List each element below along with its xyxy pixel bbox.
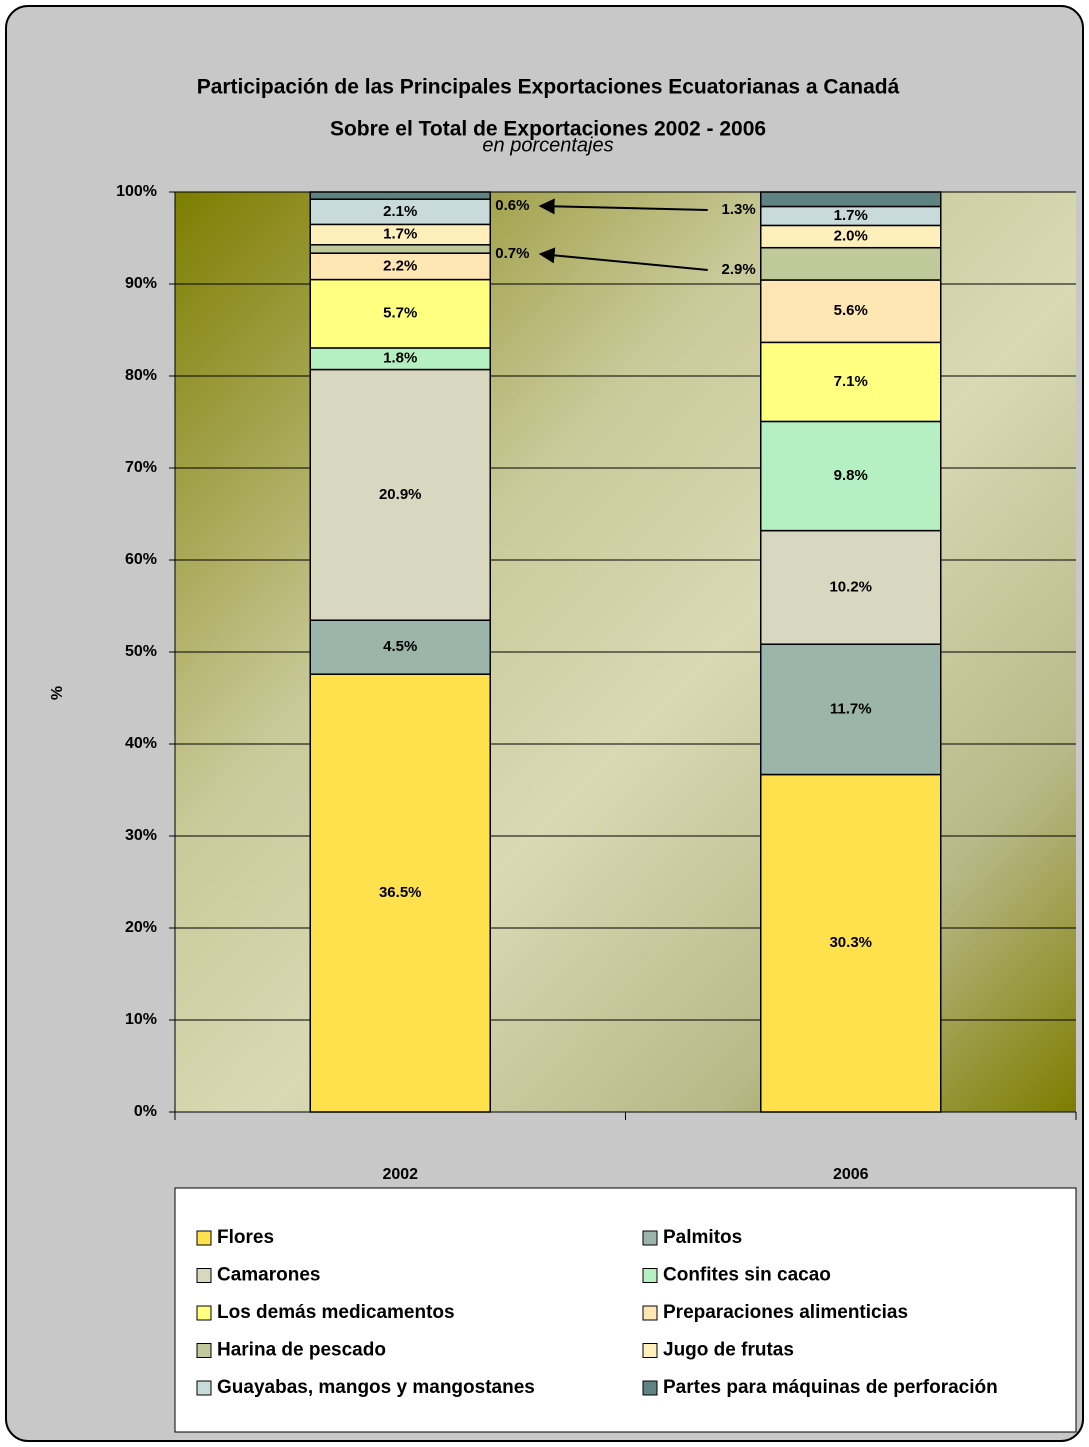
legend-swatch	[642, 1230, 658, 1246]
bar-segment	[760, 643, 942, 776]
data-label: 2.1%	[383, 203, 417, 220]
legend-swatch	[642, 1305, 658, 1321]
y-tick-label: 50%	[125, 643, 157, 660]
data-label: 20.9%	[379, 486, 422, 503]
data-label: 0.6%	[495, 197, 529, 214]
data-label: 7.1%	[834, 373, 868, 390]
data-label: 1.7%	[383, 226, 417, 243]
y-tick-label: 100%	[116, 183, 157, 200]
callout-arrow	[538, 247, 708, 271]
y-tick-label: 40%	[125, 735, 157, 752]
y-tick-label: 30%	[125, 827, 157, 844]
legend-label: Jugo de frutas	[663, 1340, 794, 1361]
data-label: 1.3%	[722, 201, 756, 218]
bar-segment	[309, 673, 491, 1113]
bar-segment	[309, 244, 491, 254]
legend-label: Guayabas, mangos y mangostanes	[217, 1377, 535, 1398]
legend-label: Los demás medicamentos	[217, 1302, 455, 1323]
legend-label: Palmitos	[663, 1227, 742, 1248]
legend-swatch	[196, 1380, 212, 1396]
data-label: 30.3%	[829, 934, 872, 951]
legend-label: Partes para máquinas de perforación	[663, 1377, 998, 1398]
data-label: 5.6%	[834, 302, 868, 319]
y-tick-label: 20%	[125, 919, 157, 936]
data-label: 9.8%	[834, 467, 868, 484]
y-tick-label: 80%	[125, 367, 157, 384]
data-label: 5.7%	[383, 305, 417, 322]
callout-arrow	[538, 198, 708, 215]
bar-segment	[309, 198, 491, 226]
legend-label: Preparaciones alimenticias	[663, 1302, 908, 1323]
data-label: 2.0%	[834, 228, 868, 245]
data-label: 1.7%	[834, 207, 868, 224]
data-label: 1.8%	[383, 350, 417, 367]
chart-title-2: Sobre el Total de Exportaciones 2002 - 2…	[330, 118, 766, 141]
y-tick-label: 0%	[134, 1103, 157, 1120]
data-label: 2.2%	[383, 257, 417, 274]
y-tick-label: 90%	[125, 275, 157, 292]
data-label: 10.2%	[829, 578, 872, 595]
legend-swatch	[642, 1380, 658, 1396]
bar-segment	[760, 191, 942, 208]
legend-swatch	[642, 1343, 658, 1358]
subtitle: en porcentajes	[482, 134, 613, 156]
bar-segment	[760, 773, 942, 1113]
y-tick-label: 70%	[125, 459, 157, 476]
y-tick-label: 60%	[125, 551, 157, 568]
chart-title: Participación de las Principales Exporta…	[197, 76, 900, 99]
x-tick-label: 2002	[382, 1166, 418, 1183]
legend-swatch	[196, 1305, 212, 1321]
legend-swatch	[642, 1268, 658, 1283]
legend-label: Flores	[217, 1227, 274, 1248]
bar-segment	[309, 619, 491, 675]
data-label: 0.7%	[495, 245, 529, 262]
bar-segment	[760, 341, 942, 423]
bar-segment	[760, 420, 942, 532]
data-label: 2.9%	[722, 261, 756, 278]
bar-segment	[760, 279, 942, 344]
legend-label: Camarones	[217, 1265, 321, 1286]
data-label: 36.5%	[379, 884, 422, 901]
legend-label: Harina de pescado	[217, 1340, 386, 1361]
bar-segment	[309, 368, 491, 621]
legend-swatch	[196, 1268, 212, 1283]
bar-segment	[760, 246, 942, 281]
legend	[174, 1187, 1077, 1433]
data-label: 11.7%	[830, 700, 872, 717]
y-axis-label: %	[49, 686, 66, 700]
data-label: 4.5%	[383, 638, 417, 655]
legend-swatch	[196, 1343, 212, 1358]
y-tick-label: 10%	[125, 1011, 157, 1028]
legend-label: Confites sin cacao	[663, 1265, 831, 1286]
bar-segment	[309, 278, 491, 349]
bar-segment	[309, 191, 491, 200]
legend-swatch	[196, 1230, 212, 1246]
x-tick-label: 2006	[833, 1166, 869, 1183]
